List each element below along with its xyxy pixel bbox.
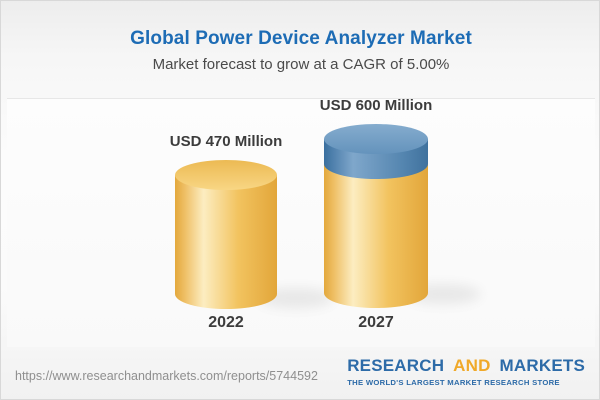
value-label-2022: USD 470 Million: [169, 133, 283, 150]
category-label-2027: 2027: [358, 314, 394, 331]
logo-wordmark: RESEARCH AND MARKETS: [347, 356, 585, 376]
logo-tagline: THE WORLD'S LARGEST MARKET RESEARCH STOR…: [347, 378, 560, 387]
category-label-2022: 2022: [208, 314, 244, 331]
chart-title: Global Power Device Analyzer Market: [130, 28, 472, 49]
chart-subtitle: Market forecast to grow at a CAGR of 5.0…: [152, 56, 450, 73]
cylinder-chart: [175, 124, 481, 309]
cylinder-2027: [324, 124, 428, 308]
logo-word-and: AND: [453, 356, 491, 375]
logo-word-research: RESEARCH: [347, 356, 445, 375]
cylinder-2022: [175, 160, 277, 309]
value-label-2027: USD 600 Million: [319, 97, 433, 114]
source-url: https://www.researchandmarkets.com/repor…: [15, 369, 318, 383]
logo-word-markets: MARKETS: [499, 356, 585, 375]
research-and-markets-logo: RESEARCH AND MARKETS THE WORLD'S LARGEST…: [347, 356, 585, 387]
